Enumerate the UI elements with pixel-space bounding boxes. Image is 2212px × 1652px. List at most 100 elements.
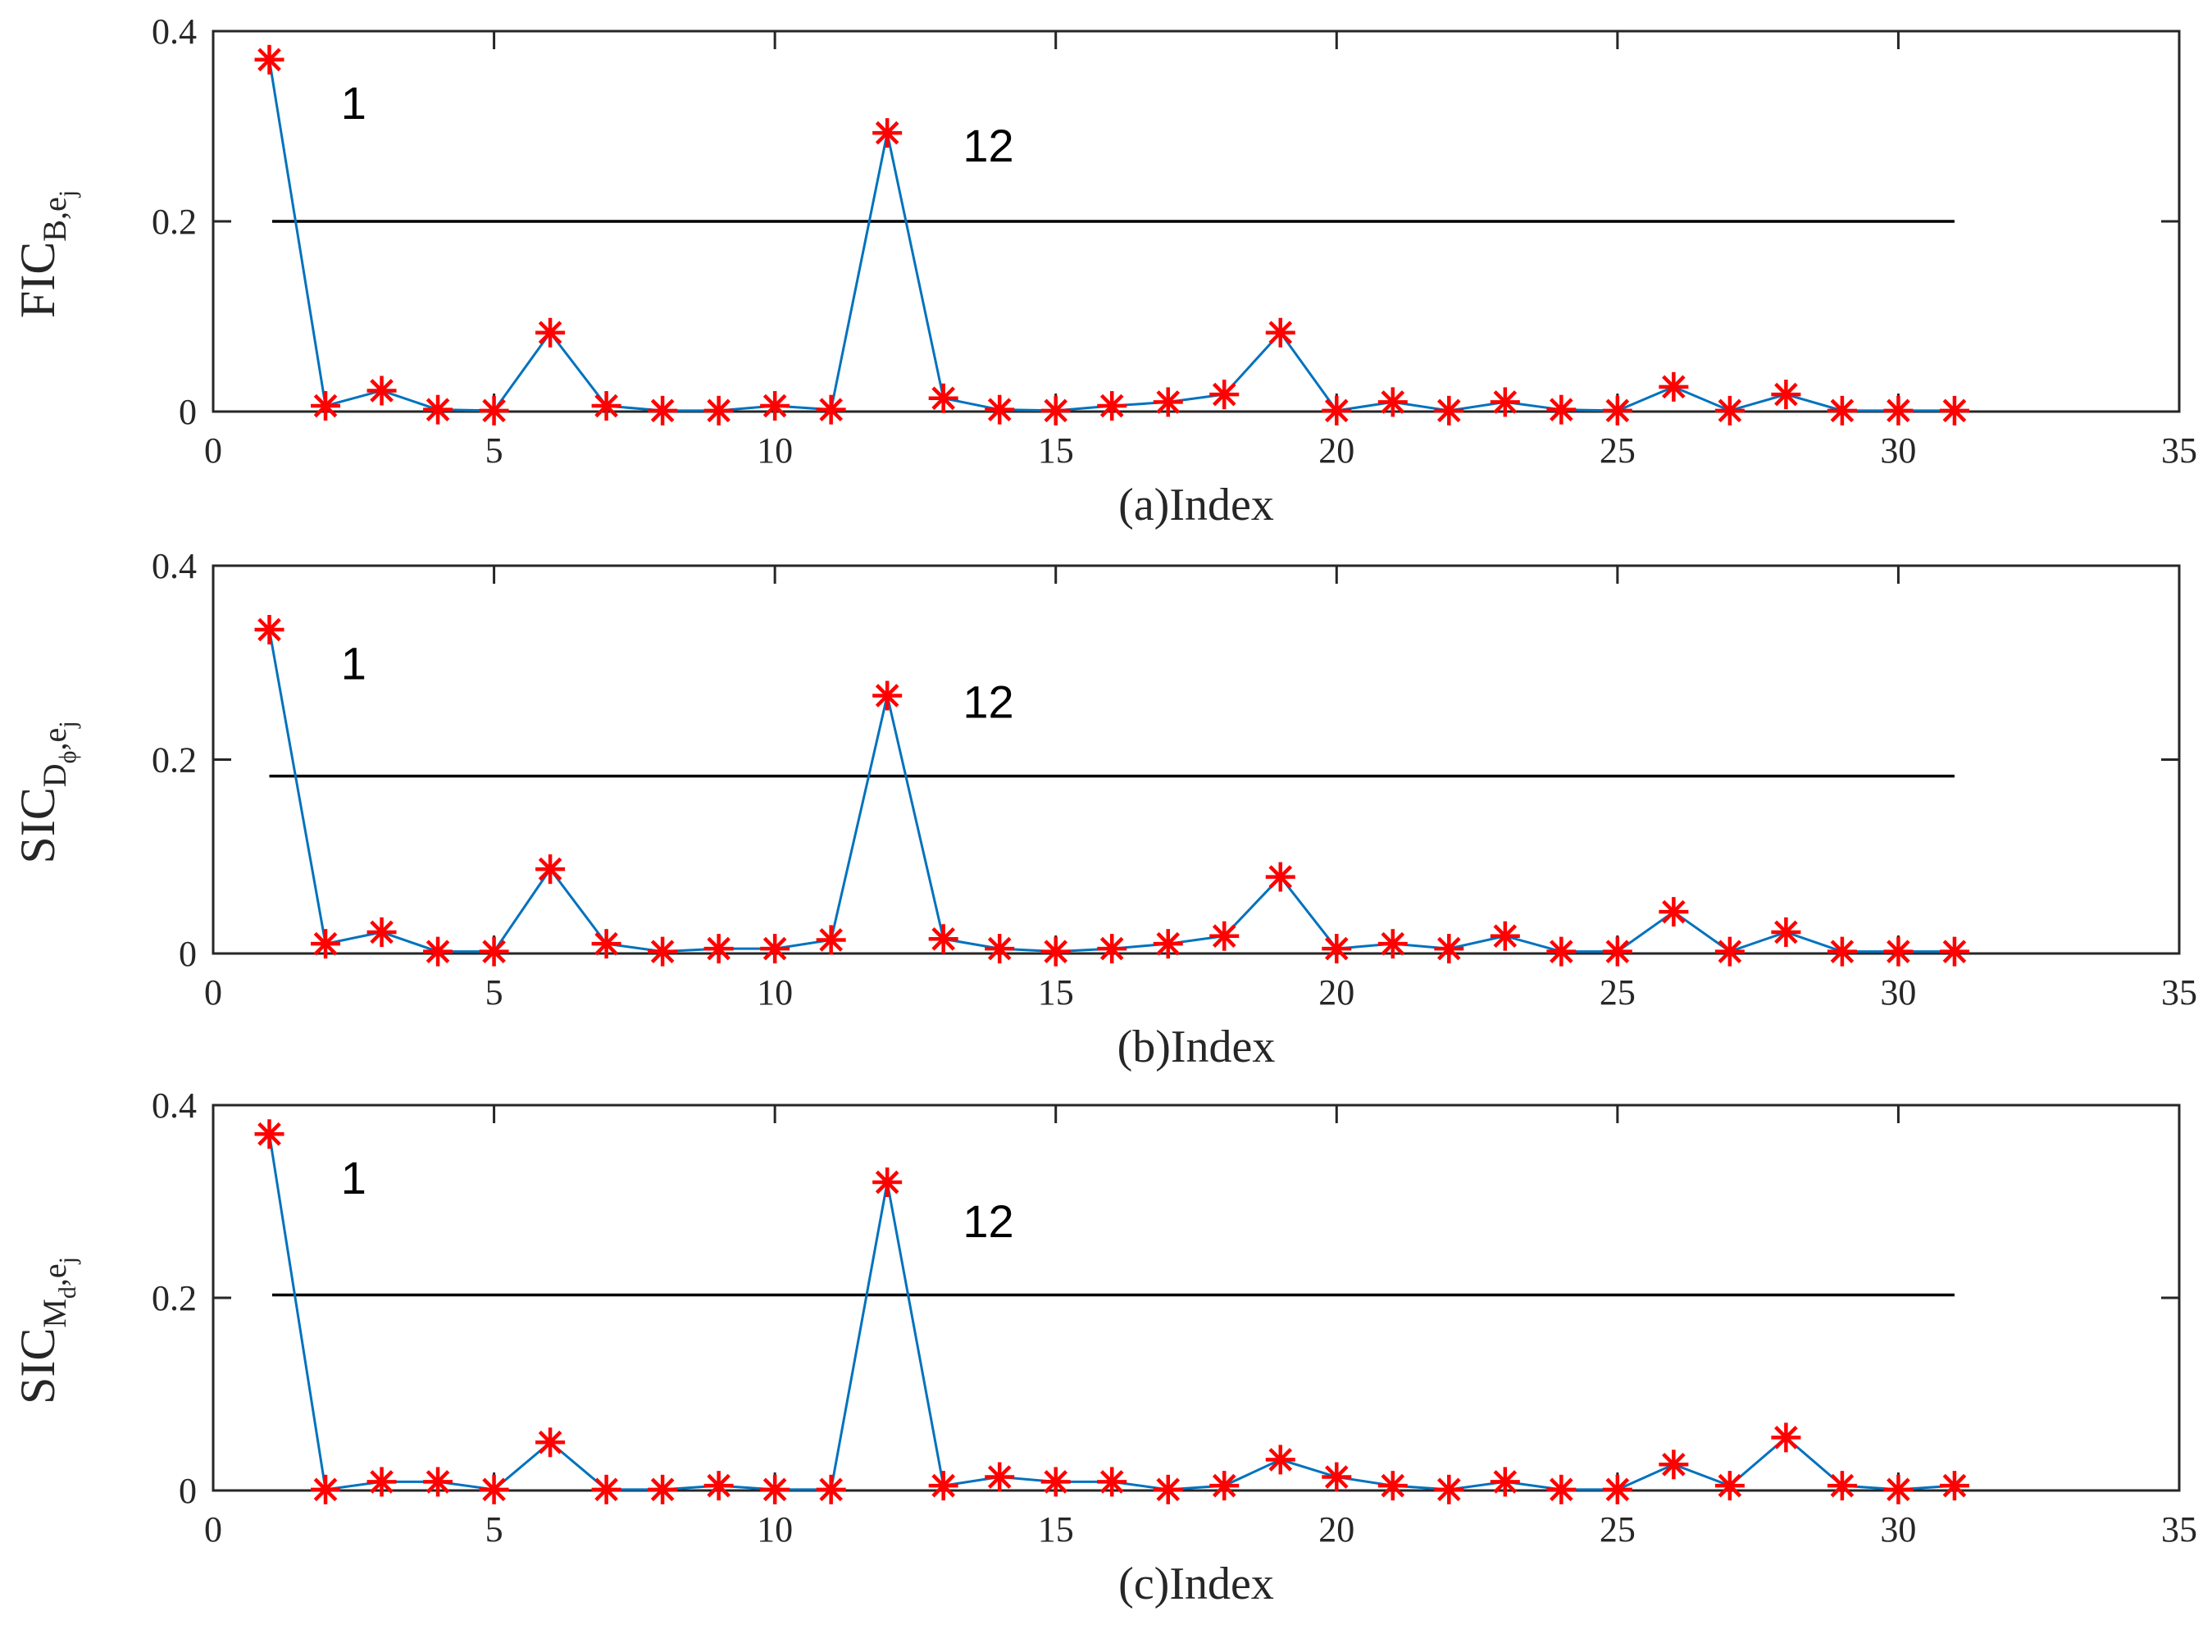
annotation-label: 12	[963, 120, 1013, 171]
data-point-marker	[1714, 395, 1745, 426]
data-point-marker	[311, 391, 341, 421]
data-point-marker	[591, 1474, 621, 1504]
data-point-marker	[985, 1462, 1015, 1492]
data-point-marker	[816, 925, 846, 955]
data-point-marker	[985, 394, 1015, 425]
x-tick-label: 30	[1880, 972, 1916, 1013]
data-point-marker	[591, 929, 621, 959]
data-point-marker	[1097, 391, 1127, 421]
data-point-marker	[648, 395, 678, 426]
y-tick-label: 0.4	[152, 546, 197, 586]
data-point-marker	[872, 1167, 903, 1197]
data-point-marker	[1883, 1474, 1914, 1504]
annotation-label: 1	[341, 1152, 366, 1204]
data-point-marker	[535, 854, 566, 885]
data-point-marker	[816, 1474, 846, 1504]
data-point-marker	[1153, 929, 1183, 959]
data-point-marker	[1659, 1449, 1689, 1480]
data-point-marker	[872, 118, 903, 148]
data-point-marker	[1040, 1467, 1071, 1497]
panel-c: 0 5 10 15 20 25 30 35 0 0.2 0.4 1 12 (c)Index SICMd,ej	[11, 1085, 2197, 1609]
data-point-marker	[648, 1474, 678, 1504]
data-point-marker	[1377, 929, 1408, 959]
data-point-marker	[1490, 1467, 1520, 1497]
data-point-marker	[535, 317, 566, 348]
x-tick-label: 0	[204, 972, 222, 1013]
data-point-marker	[985, 934, 1015, 964]
data-point-marker	[1322, 395, 1352, 426]
data-point-marker	[366, 375, 397, 406]
data-point-marker	[1659, 897, 1689, 927]
y-tick-label: 0.2	[152, 1278, 197, 1318]
data-point-marker	[703, 395, 734, 426]
data-point-marker	[816, 394, 846, 425]
x-tick-label: 35	[2161, 972, 2197, 1013]
data-point-marker	[1434, 1474, 1464, 1504]
panel-b: 0 5 10 15 20 25 30 35 0 0.2 0.4 1 12 (b)Index SICDϕ,ej	[11, 546, 2197, 1072]
data-point-marker	[1883, 395, 1914, 426]
data-point-marker	[1883, 936, 1914, 967]
data-point-marker	[1490, 921, 1520, 951]
y-axis-label: FICB,ej	[11, 190, 81, 318]
panel-a: 0 5 10 15 20 25 30 35 0 0.2 0.4 1 12 (a)Index FICB,ej	[11, 11, 2197, 530]
x-tick-label: 15	[1038, 430, 1074, 471]
data-point-marker	[479, 936, 509, 967]
x-tick-label: 20	[1318, 430, 1354, 471]
x-tick-label: 5	[485, 430, 503, 471]
y-tick-label: 0	[179, 1471, 197, 1511]
y-tick-label: 0.4	[152, 1085, 197, 1126]
x-tick-label: 20	[1318, 972, 1354, 1013]
data-point-marker	[1209, 380, 1240, 410]
data-point-marker	[1602, 395, 1632, 426]
data-point-marker	[1602, 936, 1632, 967]
data-point-marker	[366, 917, 397, 947]
data-point-marker	[1265, 1445, 1295, 1475]
data-point-marker	[311, 929, 341, 959]
data-point-marker	[311, 1474, 341, 1504]
data-point-marker	[254, 615, 284, 645]
data-point-marker	[1546, 1474, 1577, 1504]
x-tick-label: 35	[2161, 430, 2197, 471]
data-point-marker	[366, 1467, 397, 1497]
y-axis-label: SICDϕ,ej	[11, 721, 81, 863]
data-point-marker	[1040, 395, 1071, 426]
x-tick-label: 30	[1880, 1509, 1916, 1550]
data-point-marker	[928, 1471, 958, 1501]
x-tick-label: 25	[1600, 1509, 1636, 1550]
data-point-marker	[1265, 862, 1295, 892]
data-point-marker	[1602, 1474, 1632, 1504]
data-point-marker	[1434, 934, 1464, 964]
data-point-marker	[1153, 387, 1183, 417]
data-point-marker	[1827, 936, 1857, 967]
data-point-marker	[1040, 936, 1071, 967]
x-tick-label: 10	[757, 1509, 793, 1550]
data-point-marker	[591, 391, 621, 421]
data-point-marker	[254, 1119, 284, 1149]
x-axis-label: (a)Index	[1118, 480, 1274, 530]
data-point-marker	[1209, 921, 1240, 951]
data-point-marker	[1209, 1471, 1240, 1501]
x-tick-label: 0	[204, 1509, 222, 1550]
annotation-label: 12	[963, 1195, 1013, 1247]
data-point-marker	[479, 395, 509, 426]
x-tick-label: 30	[1880, 430, 1916, 471]
x-tick-label: 20	[1318, 1509, 1354, 1550]
data-point-marker	[648, 936, 678, 967]
annotation-label: 12	[963, 676, 1013, 728]
x-tick-label: 10	[757, 972, 793, 1013]
data-point-marker	[1939, 1471, 1969, 1501]
annotation-label: 1	[341, 77, 366, 129]
data-point-marker	[1771, 917, 1801, 947]
data-point-marker	[1097, 1467, 1127, 1497]
data-point-marker	[423, 394, 453, 425]
y-tick-label: 0	[179, 934, 197, 974]
data-point-marker	[1939, 936, 1969, 967]
y-tick-label: 0.2	[152, 740, 197, 780]
data-point-marker	[1265, 317, 1295, 348]
x-axis-label: (b)Index	[1117, 1022, 1276, 1072]
x-tick-label: 25	[1600, 430, 1636, 471]
data-point-marker	[1659, 371, 1689, 402]
x-tick-label: 5	[485, 1509, 503, 1550]
data-point-marker	[423, 1467, 453, 1497]
data-point-marker	[760, 1474, 790, 1504]
